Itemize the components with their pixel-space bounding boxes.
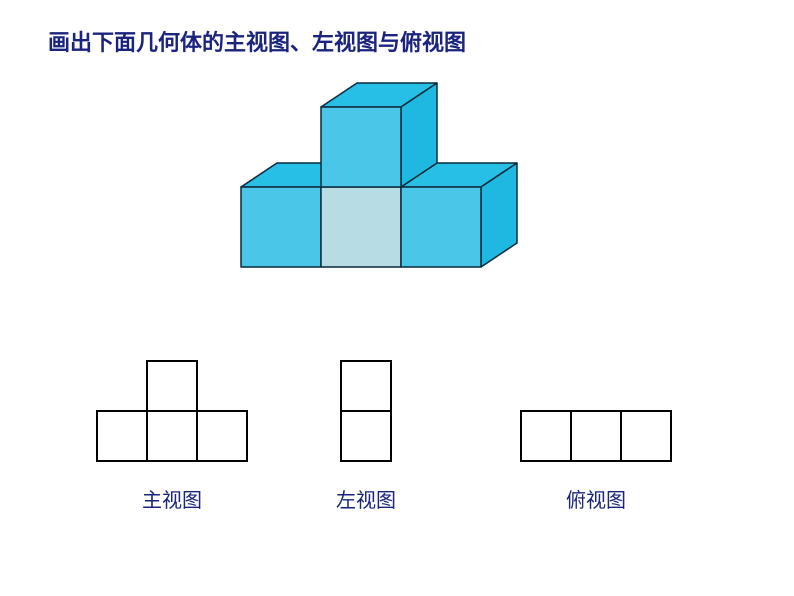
top-view-label: 俯视图 xyxy=(566,484,626,513)
left-view xyxy=(340,360,392,462)
front-view-label: 主视图 xyxy=(142,484,202,513)
top-view xyxy=(520,410,672,462)
page-title: 画出下面几何体的主视图、左视图与俯视图 xyxy=(48,25,466,57)
top-view-svg xyxy=(520,410,672,462)
left-view-svg xyxy=(340,360,392,462)
isometric-figure xyxy=(240,82,518,268)
isometric-svg xyxy=(240,82,518,268)
front-view-svg xyxy=(96,360,248,462)
front-view xyxy=(96,360,248,462)
left-view-label: 左视图 xyxy=(336,484,396,513)
